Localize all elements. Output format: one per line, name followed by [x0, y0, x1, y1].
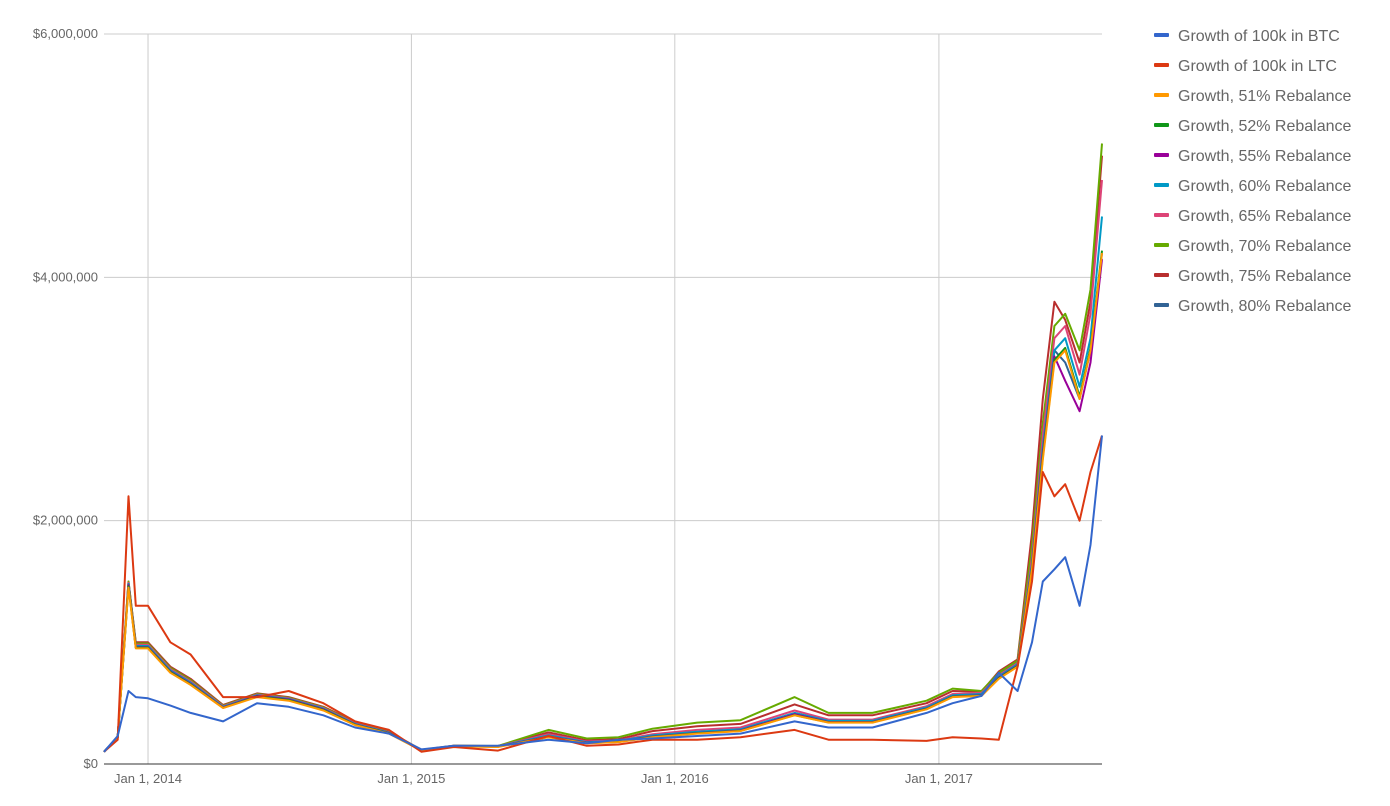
x-tick-label: Jan 1, 2016 [641, 771, 709, 786]
legend-label: Growth, 80% Rebalance [1178, 298, 1352, 315]
y-tick-label: $0 [84, 756, 98, 771]
legend-label: Growth, 60% Rebalance [1178, 178, 1352, 195]
y-tick-label: $4,000,000 [33, 269, 98, 284]
y-axis: $0 $2,000,000 $4,000,000 $6,000,000 [33, 26, 98, 771]
series-line-10 [103, 252, 1103, 753]
legend-item[interactable]: Growth, 51% Rebalance [1154, 88, 1352, 105]
legend-item[interactable]: Growth, 70% Rebalance [1154, 238, 1352, 255]
legend-swatch [1154, 123, 1169, 127]
legend-label: Growth, 70% Rebalance [1178, 238, 1352, 255]
series-line-3 [103, 252, 1103, 753]
series-line-4 [103, 250, 1103, 753]
legend-swatch [1154, 183, 1169, 187]
series-lines [103, 143, 1103, 753]
legend-label: Growth, 51% Rebalance [1178, 88, 1352, 105]
legend-swatch [1154, 213, 1169, 217]
series-line-7 [103, 179, 1103, 753]
gridlines [104, 33, 1102, 764]
legend-item[interactable]: Growth of 100k in BTC [1154, 28, 1340, 45]
legend-item[interactable]: Growth of 100k in LTC [1154, 58, 1337, 75]
legend-label: Growth of 100k in LTC [1178, 58, 1337, 75]
series-line-5 [103, 258, 1103, 753]
x-tick-label: Jan 1, 2014 [114, 771, 182, 786]
y-tick-label: $6,000,000 [33, 26, 98, 41]
legend-swatch [1154, 273, 1169, 277]
legend-label: Growth, 65% Rebalance [1178, 208, 1352, 225]
series-line-2 [103, 435, 1103, 753]
legend-swatch [1154, 303, 1169, 307]
legend-item[interactable]: Growth, 52% Rebalance [1154, 118, 1352, 135]
legend-label: Growth of 100k in BTC [1178, 28, 1340, 45]
legend-swatch [1154, 153, 1169, 157]
legend-swatch [1154, 33, 1169, 37]
legend-item[interactable]: Growth, 60% Rebalance [1154, 178, 1352, 195]
x-tick-label: Jan 1, 2015 [377, 771, 445, 786]
legend-label: Growth, 55% Rebalance [1178, 148, 1352, 165]
legend-item[interactable]: Growth, 80% Rebalance [1154, 298, 1352, 315]
series-line-1 [103, 435, 1103, 753]
legend-item[interactable]: Growth, 55% Rebalance [1154, 148, 1352, 165]
series-line-6 [103, 216, 1103, 753]
legend-swatch [1154, 63, 1169, 67]
legend: Growth of 100k in BTC Growth of 100k in L… [1154, 28, 1352, 315]
series-line-9 [103, 155, 1103, 753]
y-tick-label: $2,000,000 [33, 513, 98, 528]
series-line-8 [103, 143, 1103, 753]
legend-label: Growth, 52% Rebalance [1178, 118, 1352, 135]
legend-swatch [1154, 243, 1169, 247]
legend-item[interactable]: Growth, 75% Rebalance [1154, 268, 1352, 285]
legend-item[interactable]: Growth, 65% Rebalance [1154, 208, 1352, 225]
x-axis: Jan 1, 2014 Jan 1, 2015 Jan 1, 2016 Jan 1, … [104, 763, 1102, 786]
legend-label: Growth, 75% Rebalance [1178, 268, 1352, 285]
legend-swatch [1154, 93, 1169, 97]
x-tick-label: Jan 1, 2017 [905, 771, 973, 786]
